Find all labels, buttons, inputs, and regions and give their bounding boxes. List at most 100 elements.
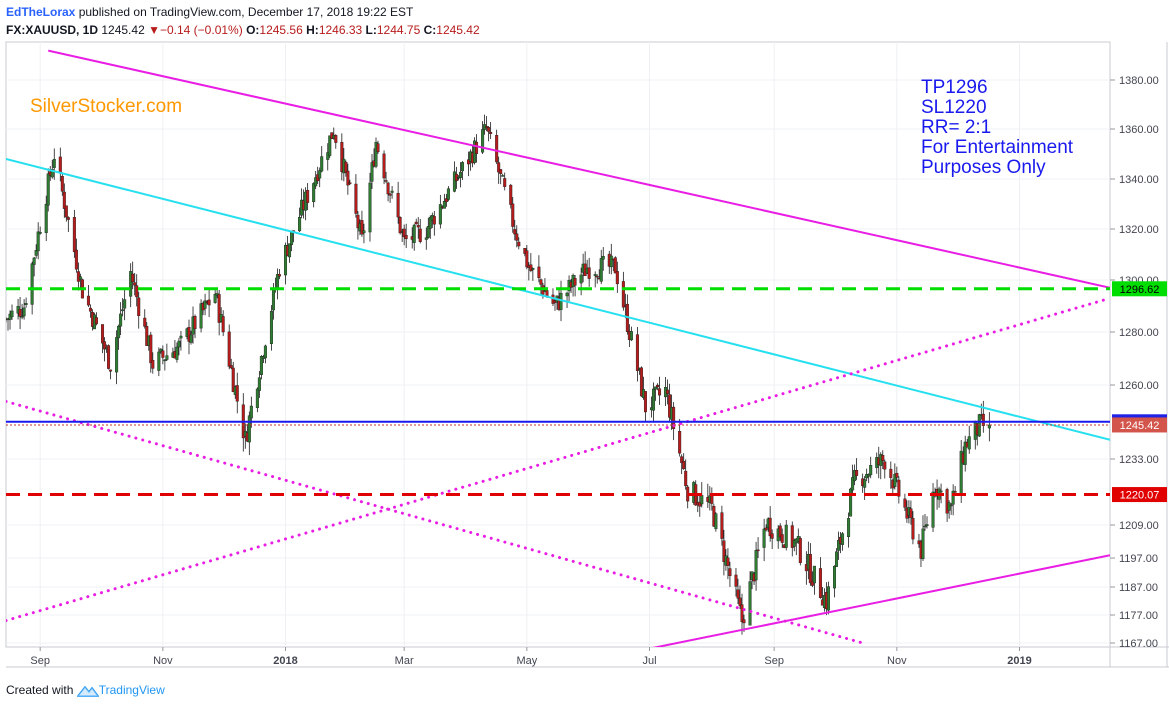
- candle-body: [119, 313, 123, 327]
- candle-body: [444, 198, 448, 203]
- candle: [103, 337, 107, 362]
- candle-body: [187, 327, 191, 342]
- candle: [639, 366, 643, 397]
- candle-body: [897, 479, 901, 497]
- candle: [867, 473, 871, 484]
- candle: [485, 116, 489, 132]
- candle-body: [911, 518, 915, 540]
- candle-body: [601, 256, 605, 260]
- candle: [720, 505, 724, 546]
- candle-body: [925, 524, 929, 527]
- candle-body: [32, 257, 36, 265]
- candle: [668, 383, 672, 422]
- candle: [981, 400, 985, 433]
- candle-body: [388, 193, 392, 196]
- candle: [515, 225, 519, 248]
- candle-body: [318, 170, 322, 179]
- candle-body: [368, 182, 372, 233]
- candle-body: [149, 334, 153, 364]
- candle-body: [165, 355, 169, 360]
- candle: [22, 299, 26, 320]
- candle: [24, 297, 28, 308]
- candle-body: [812, 565, 816, 584]
- candle: [666, 379, 670, 405]
- candle: [328, 135, 332, 158]
- candle-body: [863, 479, 867, 488]
- candle-body: [362, 230, 366, 234]
- candle-body: [738, 597, 742, 606]
- candle-body: [768, 517, 772, 537]
- author-link[interactable]: EdTheLorax: [6, 5, 76, 19]
- candle-body: [621, 281, 625, 308]
- down-arrow-icon: ▼: [148, 23, 160, 37]
- candle-body: [277, 274, 281, 277]
- candle: [414, 218, 418, 225]
- cyan-solid-trendline[interactable]: [6, 158, 1110, 441]
- candle: [123, 289, 127, 321]
- candle: [18, 297, 22, 330]
- candle: [599, 249, 603, 285]
- candle-body: [249, 405, 253, 419]
- candle: [161, 345, 165, 365]
- candle-body: [131, 273, 135, 283]
- candle: [748, 571, 752, 626]
- candle-body: [398, 216, 402, 234]
- candle: [684, 459, 688, 490]
- candle: [841, 532, 845, 551]
- magenta-solid-trendline[interactable]: [48, 49, 1110, 289]
- candle-body: [790, 525, 794, 548]
- candle: [217, 289, 221, 336]
- candle-body: [217, 294, 221, 323]
- candle-body: [495, 135, 499, 163]
- candle: [517, 237, 521, 250]
- candle: [354, 174, 358, 218]
- candle-body: [157, 351, 161, 371]
- candle-body: [654, 386, 658, 390]
- candle-body: [414, 221, 418, 225]
- candle-body: [235, 385, 239, 402]
- tradingview-brand[interactable]: TradingView: [98, 683, 165, 697]
- footer: Created with TradingView: [6, 683, 165, 698]
- candle-body: [446, 188, 450, 200]
- tradingview-logo-icon: [76, 686, 100, 698]
- candle-body: [949, 504, 953, 507]
- candle-body: [756, 549, 760, 552]
- candle: [613, 256, 617, 274]
- candle: [235, 372, 239, 414]
- candle: [314, 171, 318, 189]
- candle-body: [613, 257, 617, 274]
- candle: [764, 524, 768, 532]
- candle-body: [849, 488, 853, 517]
- magenta-solid-trendline[interactable]: [649, 554, 1110, 648]
- symbol: FX:XAUUSD, 1D: [6, 23, 99, 37]
- candle: [967, 425, 971, 454]
- candle: [722, 529, 726, 576]
- candle-body: [58, 156, 62, 174]
- candle-body: [810, 580, 814, 586]
- candle: [963, 435, 967, 472]
- candle: [402, 224, 406, 246]
- candle: [529, 253, 533, 273]
- candle-body: [221, 316, 225, 333]
- candle-body: [133, 282, 137, 286]
- candle: [229, 358, 233, 370]
- last-price: 1245.42: [101, 23, 145, 37]
- x-tick-label: May: [516, 655, 537, 667]
- candle-body: [62, 191, 66, 209]
- candle: [418, 218, 422, 244]
- candle: [501, 173, 505, 177]
- magenta-dotted-trendline[interactable]: [6, 296, 1110, 623]
- candle-body: [288, 243, 292, 258]
- candle: [129, 263, 133, 308]
- candle: [46, 168, 50, 212]
- candle: [86, 285, 90, 308]
- candle: [20, 303, 24, 320]
- candle: [812, 565, 816, 595]
- magenta-dotted-trendline[interactable]: [6, 399, 865, 645]
- candle-body: [396, 192, 400, 218]
- candle: [931, 483, 935, 533]
- high-label: H:: [306, 23, 319, 37]
- candle-body: [656, 384, 660, 388]
- candle-body: [354, 183, 358, 214]
